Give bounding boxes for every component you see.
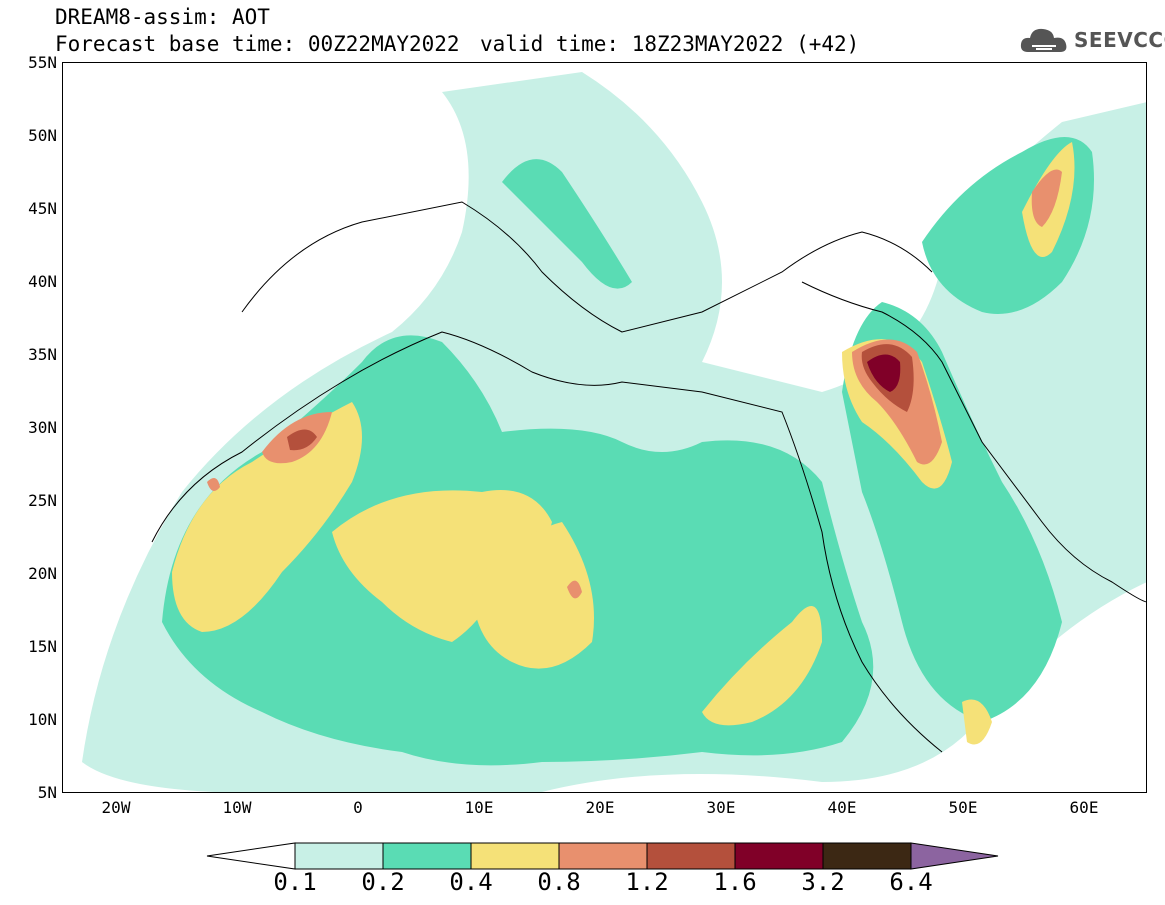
cloud-icon (1020, 28, 1067, 52)
lat-label: 55N (28, 53, 57, 72)
lon-label: 30E (706, 798, 736, 817)
seevccc-logo: SEEVCCC (1018, 22, 1165, 62)
colorbar-segment (206, 842, 296, 870)
colorbar-segment (294, 842, 384, 870)
colorbar-segment (558, 842, 648, 870)
logo-text: SEEVCCC (1074, 28, 1165, 52)
lat-label: 50N (28, 126, 57, 145)
lon-label: 50E (948, 798, 978, 817)
aot-band-1.6 (867, 354, 901, 392)
lat-label: 30N (28, 418, 57, 437)
coastlines (151, 201, 1147, 753)
lat-label: 45N (28, 199, 57, 218)
colorbar-segment (646, 842, 736, 870)
chart-title: DREAM8-assim: AOT (55, 5, 270, 29)
colorbar-segment (822, 842, 912, 870)
colorbar-label: 0.4 (449, 868, 493, 896)
lat-label: 20N (28, 564, 57, 583)
colorbar (206, 842, 999, 870)
base-time: Forecast base time: 00Z22MAY2022 (55, 32, 460, 56)
aot-map (82, 72, 1147, 793)
colorbar-segment (734, 842, 824, 870)
colorbar-label: 0.1 (273, 868, 317, 896)
colorbar-label: 1.2 (625, 868, 669, 896)
colorbar-segment (382, 842, 472, 870)
lon-label: 20W (101, 798, 131, 817)
lat-label: 25N (28, 491, 57, 510)
colorbar-label: 0.8 (537, 868, 581, 896)
lat-label: 10N (28, 710, 57, 729)
lon-label: 10E (464, 798, 494, 817)
lat-label: 5N (37, 783, 57, 802)
colorbar-label: 3.2 (801, 868, 845, 896)
lon-label: 60E (1069, 798, 1099, 817)
map-frame (62, 62, 1147, 793)
lat-label: 15N (28, 637, 57, 656)
colorbar-label: 1.6 (713, 868, 757, 896)
colorbar-segment (470, 842, 560, 870)
lon-label: 0 (353, 798, 363, 817)
lon-label: 20E (585, 798, 615, 817)
lon-label: 10W (222, 798, 252, 817)
forecast-times: Forecast base time: 00Z22MAY2022 valid ti… (55, 32, 859, 56)
colorbar-label: 6.4 (889, 868, 933, 896)
lat-label: 35N (28, 345, 57, 364)
colorbar-label: 0.2 (361, 868, 405, 896)
valid-time: valid time: 18Z23MAY2022 (+42) (480, 32, 860, 56)
lon-label: 40E (827, 798, 857, 817)
colorbar-segment (910, 842, 999, 870)
lat-label: 40N (28, 272, 57, 291)
